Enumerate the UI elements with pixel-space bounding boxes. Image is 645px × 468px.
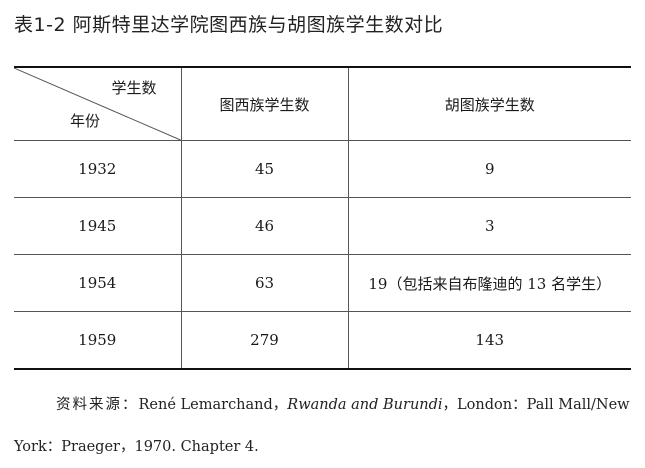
cell-tutsi: 46 [180,197,348,255]
table-header-row: 学生数 年份 图西族学生数 胡图族学生数 [14,66,631,141]
column-header-hutu: 胡图族学生数 [347,66,631,141]
cell-hutu: 143 [347,311,631,370]
cell-hutu: 3 [347,197,631,255]
cell-tutsi: 45 [180,140,348,198]
column-header-tutsi: 图西族学生数 [180,66,348,141]
table-row: 1954 63 19（包括来自布隆迪的 13 名学生） [14,254,631,312]
corner-label-students: 学生数 [111,79,157,97]
table-title: 表1-2 阿斯特里达学院图西族与胡图族学生数对比 [14,14,444,36]
cell-hutu: 19（包括来自布隆迪的 13 名学生） [347,254,631,312]
cell-hutu: 9 [347,140,631,198]
cell-year: 1945 [14,197,181,255]
corner-label-year: 年份 [70,112,101,130]
source-note: 资料来源：René Lemarchand，Rwanda and Burundi，… [14,384,631,468]
student-comparison-table: 学生数 年份 图西族学生数 胡图族学生数 1932 45 9 1945 46 3… [14,66,631,370]
table-row: 1945 46 3 [14,197,631,255]
source-book-title: Rwanda and Burundi [287,397,443,413]
source-author: René Lemarchand， [138,397,288,413]
cell-year: 1932 [14,140,181,198]
diagonal-divider-line [14,68,181,140]
cell-year: 1959 [14,311,181,370]
diagonal-header-cell: 学生数 年份 [14,66,181,141]
source-label: 资料来源： [56,397,139,413]
table-row: 1932 45 9 [14,140,631,198]
cell-tutsi: 63 [180,254,348,312]
table-row: 1959 279 143 [14,311,631,370]
cell-tutsi: 279 [180,311,348,370]
cell-year: 1954 [14,254,181,312]
